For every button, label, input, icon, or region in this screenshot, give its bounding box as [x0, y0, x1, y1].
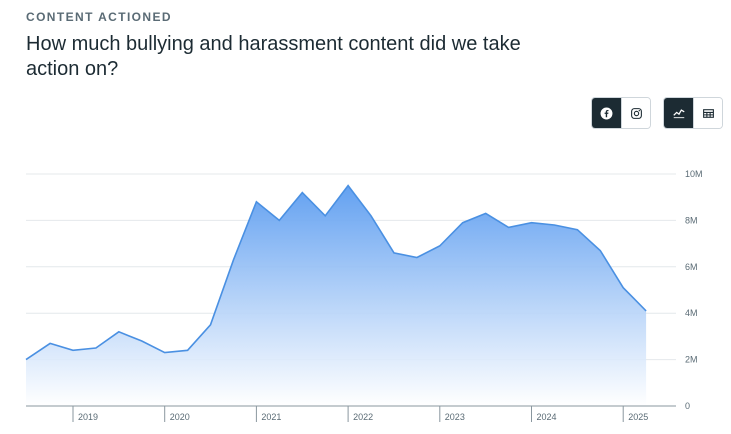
- data-point: [438, 244, 442, 248]
- instagram-button[interactable]: [621, 98, 650, 128]
- data-point: [644, 309, 648, 313]
- data-point: [346, 184, 350, 188]
- data-point: [24, 358, 28, 362]
- data-point: [209, 323, 213, 327]
- data-point: [575, 228, 579, 232]
- area-chart: 0 2M 4M 6M 8M 10M 2019 2020 2021 2022 2023 2024 202…: [24, 169, 703, 422]
- data-point: [71, 348, 75, 352]
- series-area-fill: [26, 185, 647, 406]
- y-tick-label: 2M: [685, 355, 698, 365]
- data-point: [461, 221, 465, 225]
- series-line: [25, 184, 647, 361]
- table-button[interactable]: [693, 98, 722, 128]
- data-point: [552, 223, 556, 227]
- x-tick-label: 2025: [628, 412, 648, 422]
- x-tick-label: 2022: [353, 412, 373, 422]
- facebook-icon: [600, 107, 613, 119]
- data-point: [507, 225, 511, 229]
- data-point: [140, 339, 144, 343]
- y-tick-label: 4M: [685, 308, 698, 318]
- data-point: [254, 200, 258, 204]
- y-tick-label: 0: [685, 401, 690, 411]
- data-point: [392, 251, 396, 255]
- data-point: [530, 221, 534, 225]
- platform-toggle: [591, 97, 651, 129]
- x-tick-label: 2021: [261, 412, 281, 422]
- x-axis-ticks: 2019 2020 2021 2022 2023 2024 2025: [72, 406, 648, 422]
- chart-title: How much bullying and harassment content…: [26, 33, 521, 80]
- data-point: [186, 348, 190, 352]
- data-point: [323, 214, 327, 218]
- data-point: [415, 256, 419, 260]
- data-point: [598, 249, 602, 253]
- x-tick-label: 2024: [537, 412, 557, 422]
- line-chart-icon: [672, 109, 685, 119]
- data-point: [117, 330, 121, 334]
- y-tick-label: 6M: [685, 262, 698, 272]
- data-point: [163, 351, 167, 355]
- data-point: [48, 341, 52, 345]
- data-point: [231, 258, 235, 262]
- section-eyebrow: CONTENT ACTIONED: [26, 10, 172, 24]
- data-point: [484, 211, 488, 215]
- table-icon: [702, 108, 714, 118]
- view-toggle: [663, 97, 723, 129]
- data-point: [277, 218, 281, 222]
- instagram-icon: [630, 107, 642, 119]
- x-tick-label: 2019: [78, 412, 98, 422]
- y-axis-ticks: 0 2M 4M 6M 8M 10M: [685, 169, 703, 411]
- data-point: [369, 214, 373, 218]
- facebook-button[interactable]: [592, 98, 621, 128]
- y-tick-label: 8M: [685, 215, 698, 225]
- y-tick-label: 10M: [685, 169, 703, 179]
- data-point: [621, 286, 625, 290]
- x-tick-label: 2020: [170, 412, 190, 422]
- data-point: [94, 346, 98, 350]
- line-chart-button[interactable]: [664, 98, 693, 128]
- data-point: [300, 191, 304, 195]
- x-tick-label: 2023: [445, 412, 465, 422]
